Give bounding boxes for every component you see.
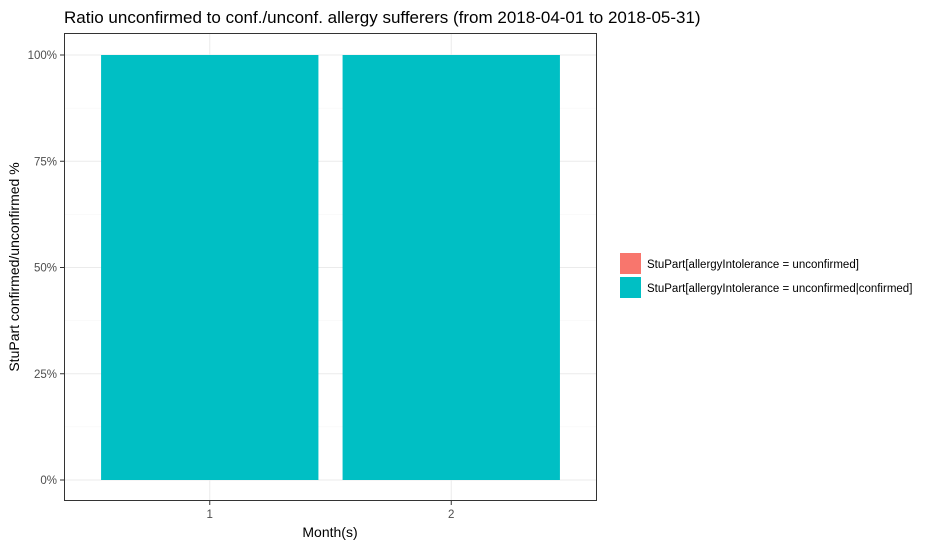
x-axis-title: Month(s) bbox=[302, 524, 357, 540]
bars bbox=[101, 55, 560, 480]
x-tick-label: 1 bbox=[207, 509, 213, 521]
x-tick-label: 2 bbox=[448, 509, 454, 521]
y-axis-title: StuPart confirmed/unconfirmed % bbox=[6, 162, 22, 371]
legend: StuPart[allergyIntolerance = unconfirmed… bbox=[620, 253, 912, 298]
legend-key-2 bbox=[620, 277, 641, 298]
y-tick-label: 0% bbox=[40, 475, 57, 487]
y-tick-label: 75% bbox=[34, 156, 57, 168]
plot-panel bbox=[64, 33, 597, 501]
chart-title: Ratio unconfirmed to conf./unconf. aller… bbox=[64, 8, 701, 27]
y-axis: 0% 25% 50% 75% 100% bbox=[28, 50, 64, 487]
legend-label-2: StuPart[allergyIntolerance = unconfirmed… bbox=[647, 283, 912, 295]
legend-label-1: StuPart[allergyIntolerance = unconfirmed… bbox=[647, 259, 859, 271]
legend-key-1 bbox=[620, 253, 641, 274]
plot-border bbox=[64, 33, 597, 501]
y-tick-label: 25% bbox=[34, 369, 57, 381]
y-tick-label: 100% bbox=[28, 50, 57, 62]
bar-1-series-2 bbox=[101, 55, 319, 480]
bar-2-series-2 bbox=[342, 55, 560, 480]
y-tick-label: 50% bbox=[34, 263, 57, 275]
